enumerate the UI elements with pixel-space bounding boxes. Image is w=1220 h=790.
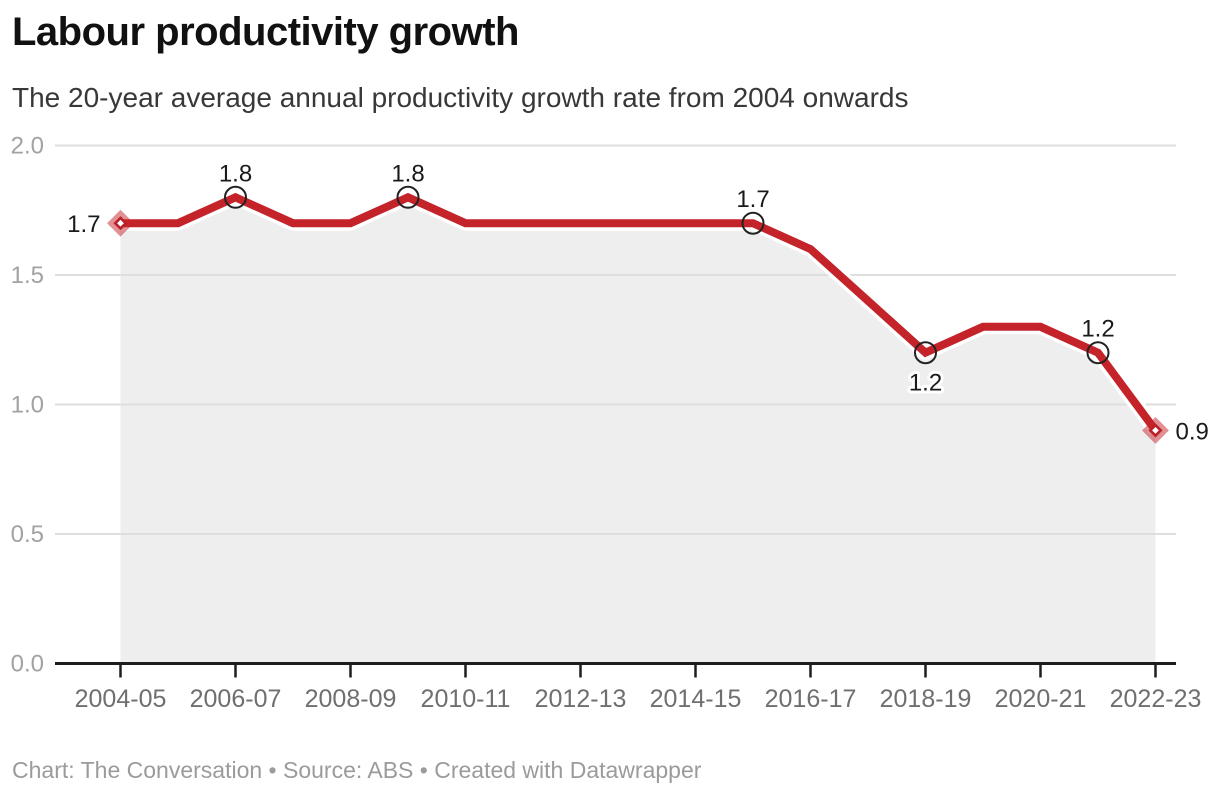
x-axis-label: 2006-07 [190,685,282,713]
x-axis-label: 2010-11 [421,685,511,713]
circle-marker [914,341,937,365]
circle-marker [224,185,247,209]
x-axis-label: 2004-05 [75,685,167,713]
y-axis-label: 1.5 [11,262,44,289]
x-axis-label: 2014-15 [650,685,742,713]
data-point-label: 1.2 [1081,316,1114,343]
x-axis-label: 2018-19 [880,685,972,713]
x-axis-label: 2022-23 [1110,685,1202,713]
x-axis-label: 2012-13 [535,685,627,713]
chart-subtitle: The 20-year average annual productivity … [12,82,909,113]
circle-marker [396,185,420,209]
data-point-label: 1.8 [391,160,424,187]
x-axis-label: 2008-09 [305,685,397,713]
chart-title: Labour productivity growth [12,10,519,54]
chart-source-footer: Chart: The Conversation • Source: ABS • … [12,757,702,783]
y-axis-label: 0.5 [11,521,44,548]
data-point-label: 0.9 [1176,418,1209,445]
data-point-label: 1.8 [219,160,252,187]
circle-marker [1086,341,1110,365]
diamond-center [117,219,124,227]
y-axis-label: 1.0 [11,392,44,419]
data-point-label: 1.2 [909,370,942,397]
x-axis-label: 2016-17 [765,685,857,713]
area-fill [120,197,1156,664]
data-point-label: 1.7 [736,186,769,213]
data-point-label: 1.7 [67,211,100,238]
data-line [120,192,1159,433]
diamond-marker [107,209,134,237]
y-axis-label: 0.0 [11,651,44,678]
diamond-center [1152,427,1159,434]
x-axis-label: 2020-21 [995,685,1087,713]
y-axis-label: 2.0 [11,133,44,160]
circle-marker [741,211,765,235]
